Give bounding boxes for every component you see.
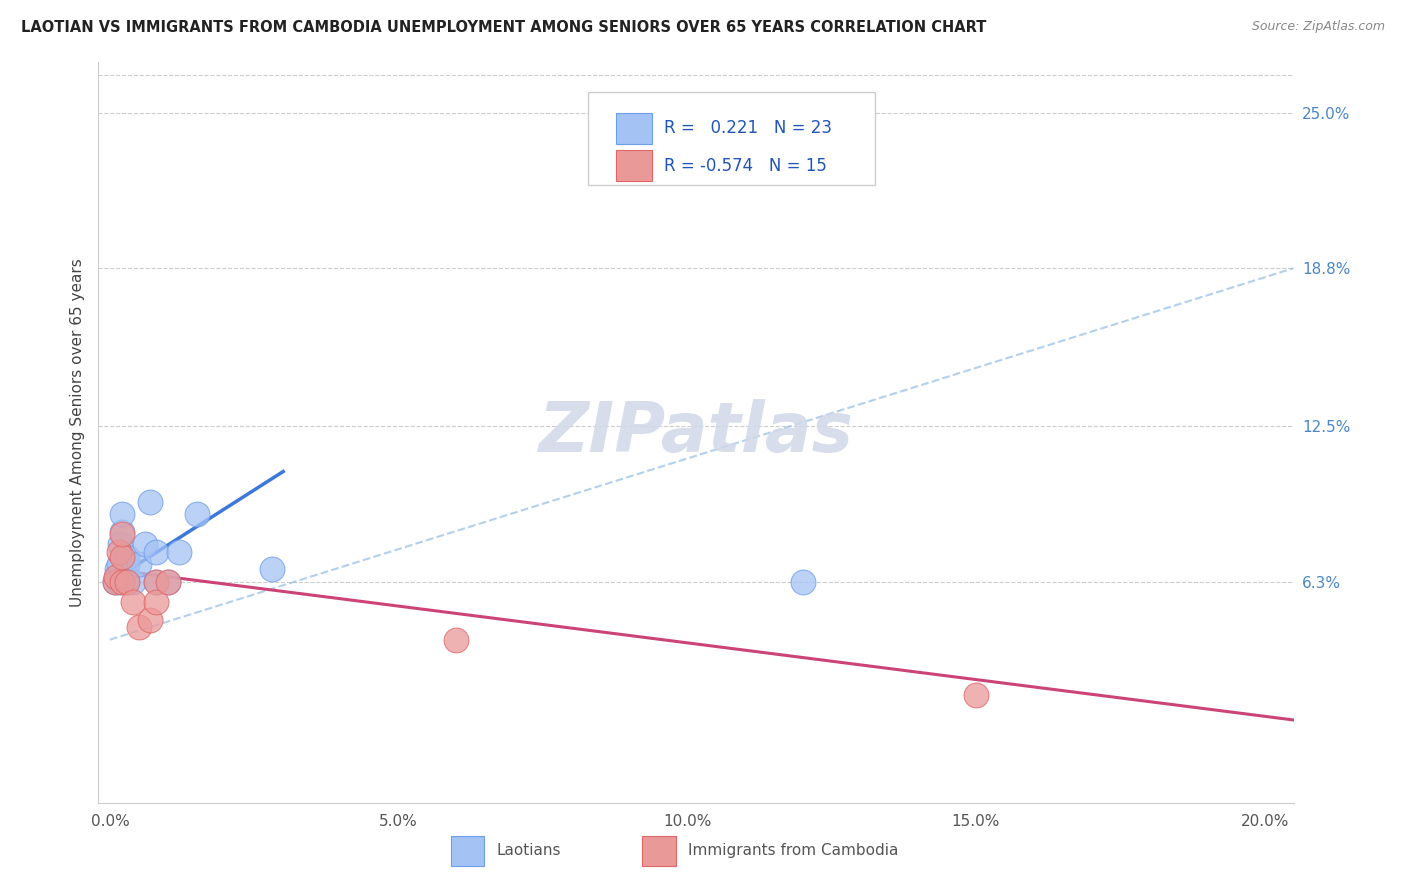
Point — [139, 613, 162, 627]
Point — [117, 549, 139, 564]
Point — [122, 574, 145, 589]
Point — [107, 545, 129, 559]
Point — [105, 562, 128, 576]
Point — [117, 558, 139, 572]
Point — [145, 545, 167, 559]
Point — [128, 558, 150, 572]
Point — [110, 507, 132, 521]
Point — [145, 574, 167, 589]
Text: R =   0.221   N = 23: R = 0.221 N = 23 — [664, 120, 832, 137]
Bar — [616, 112, 652, 144]
Bar — [616, 150, 652, 181]
Y-axis label: Unemployment Among Seniors over 65 years: Unemployment Among Seniors over 65 years — [69, 259, 84, 607]
Point — [145, 595, 167, 609]
Point — [260, 562, 283, 576]
Point — [134, 537, 156, 551]
Point — [145, 574, 167, 589]
Point — [110, 537, 132, 551]
Point — [186, 507, 208, 521]
Text: R = -0.574   N = 15: R = -0.574 N = 15 — [664, 157, 827, 175]
Point — [104, 570, 127, 584]
Point — [110, 574, 132, 589]
Point — [107, 558, 129, 572]
Point — [117, 574, 139, 589]
Point — [117, 570, 139, 584]
Point — [104, 570, 127, 584]
Text: LAOTIAN VS IMMIGRANTS FROM CAMBODIA UNEMPLOYMENT AMONG SENIORS OVER 65 YEARS COR: LAOTIAN VS IMMIGRANTS FROM CAMBODIA UNEM… — [21, 20, 987, 35]
Point — [156, 574, 179, 589]
Point — [965, 688, 987, 702]
Point — [117, 574, 139, 589]
Point — [128, 620, 150, 634]
Point — [156, 574, 179, 589]
Point — [107, 574, 129, 589]
Point — [110, 527, 132, 541]
Point — [103, 574, 125, 589]
Text: Source: ZipAtlas.com: Source: ZipAtlas.com — [1251, 20, 1385, 33]
Point — [103, 574, 125, 589]
Point — [167, 545, 190, 559]
Point — [792, 574, 814, 589]
Bar — [451, 836, 485, 866]
Text: Immigrants from Cambodia: Immigrants from Cambodia — [688, 844, 898, 858]
Point — [110, 549, 132, 564]
Point — [446, 632, 468, 647]
Point — [139, 494, 162, 508]
Point — [110, 524, 132, 539]
FancyBboxPatch shape — [589, 92, 876, 185]
Text: Laotians: Laotians — [496, 844, 561, 858]
Text: ZIPatlas: ZIPatlas — [538, 399, 853, 467]
Bar — [643, 836, 676, 866]
Point — [122, 595, 145, 609]
